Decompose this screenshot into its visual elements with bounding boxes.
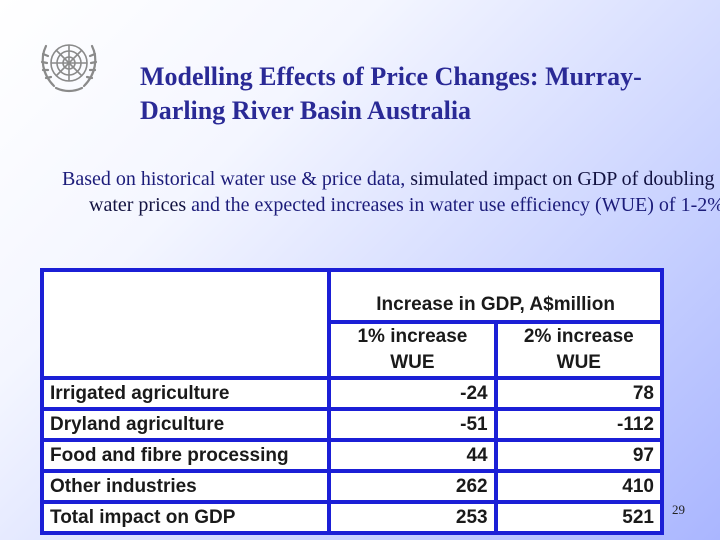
cell-1pct: 262 bbox=[327, 469, 498, 504]
row-label: Food and fibre processing bbox=[39, 438, 332, 473]
subtitle-part-2: simulated impact on GDP of doubling wate… bbox=[89, 168, 715, 216]
page-number: 29 bbox=[672, 502, 685, 517]
row-label: Other industries bbox=[39, 469, 332, 504]
row-label: Dryland agriculture bbox=[39, 407, 332, 442]
col-header-2pct: 2% increase WUE bbox=[493, 320, 665, 380]
table-corner-cell bbox=[39, 268, 332, 380]
cell-2pct: 410 bbox=[493, 469, 665, 504]
un-emblem-icon bbox=[36, 34, 102, 96]
slide-title: Modelling Effects of Price Changes: Murr… bbox=[140, 62, 642, 125]
subtitle-part-3: and the expected increases in water use … bbox=[186, 194, 720, 216]
cell-2pct: 97 bbox=[493, 438, 665, 473]
table-subheader-row: 1% increase WUE 2% increase WUE bbox=[42, 320, 665, 380]
table-row: Dryland agriculture -51 -112 bbox=[39, 407, 665, 442]
subtitle-part-1: Based on historical water use & price da… bbox=[62, 168, 411, 190]
col-header-1pct: 1% increase WUE bbox=[327, 320, 498, 380]
table-header-row: Increase in GDP, A$million bbox=[39, 268, 664, 380]
cell-2pct: 78 bbox=[493, 376, 665, 411]
row-label: Irrigated agriculture bbox=[39, 376, 332, 411]
table-row: Irrigated agriculture -24 78 bbox=[39, 376, 665, 411]
cell-1pct: 44 bbox=[327, 438, 498, 473]
gdp-impact-table: Increase in GDP, A$million 1% increase W… bbox=[39, 268, 665, 540]
slide-subtitle: Based on historical water use & price da… bbox=[62, 166, 720, 218]
table-row: Other industries 262 410 bbox=[39, 469, 665, 504]
row-label: Total impact on GDP bbox=[39, 500, 332, 535]
table-row: Total impact on GDP 253 521 bbox=[39, 500, 665, 535]
cell-1pct: -24 bbox=[327, 376, 498, 411]
table-row: Food and fibre processing 44 97 bbox=[39, 438, 665, 473]
cell-1pct: 253 bbox=[327, 500, 498, 535]
header-main: Increase in GDP, A$million bbox=[327, 268, 664, 324]
cell-2pct: 521 bbox=[493, 500, 665, 535]
cell-1pct: -51 bbox=[327, 407, 498, 442]
cell-2pct: -112 bbox=[493, 407, 665, 442]
